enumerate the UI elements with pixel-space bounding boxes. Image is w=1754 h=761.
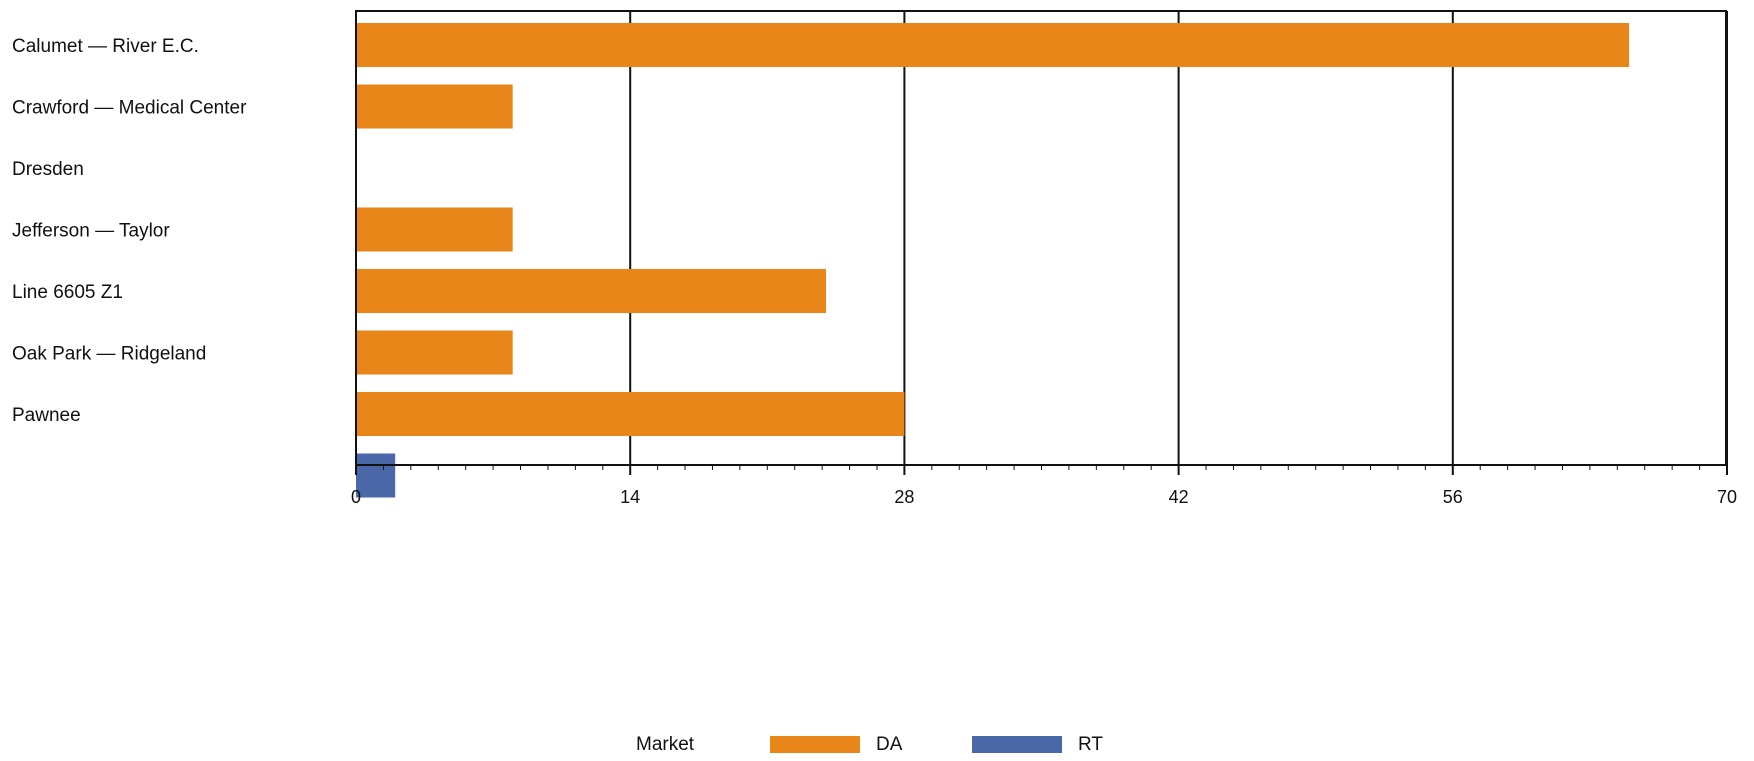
bar-da	[356, 269, 827, 313]
legend-swatch-rt	[972, 736, 1062, 753]
x-tick-label: 14	[620, 487, 640, 507]
legend-label-rt: RT	[1078, 734, 1103, 755]
legend-title: Market	[636, 734, 695, 755]
bar-da	[356, 330, 513, 375]
bar-rt	[356, 453, 396, 498]
x-axis: 0 14 28 42 56 70	[351, 465, 1737, 507]
bar-da	[356, 207, 513, 252]
category-label: Dresden	[12, 159, 84, 180]
legend-label-da: DA	[876, 734, 903, 755]
x-tick-label: 28	[894, 487, 914, 507]
category-label: Crawford — Medical Center	[12, 98, 247, 119]
category-label: Pawnee	[12, 405, 81, 426]
category-label: Calumet — River E.C.	[12, 36, 199, 57]
x-tick-label: 0	[351, 487, 361, 507]
y-axis: Calumet — River E.C. Crawford — Medical C…	[12, 36, 247, 426]
bars	[356, 23, 1630, 498]
category-label: Oak Park — Ridgeland	[12, 344, 206, 365]
bar-da	[356, 392, 905, 436]
legend-swatch-da	[770, 736, 860, 753]
bar-da	[356, 84, 513, 129]
category-label: Line 6605 Z1	[12, 282, 123, 303]
legend: Market DA RT	[636, 734, 1103, 755]
x-tick-label: 56	[1443, 487, 1463, 507]
x-tick-label: 42	[1169, 487, 1189, 507]
category-label: Jefferson — Taylor	[12, 221, 170, 242]
bar-da	[356, 23, 1630, 67]
x-tick-label: 70	[1717, 487, 1737, 507]
